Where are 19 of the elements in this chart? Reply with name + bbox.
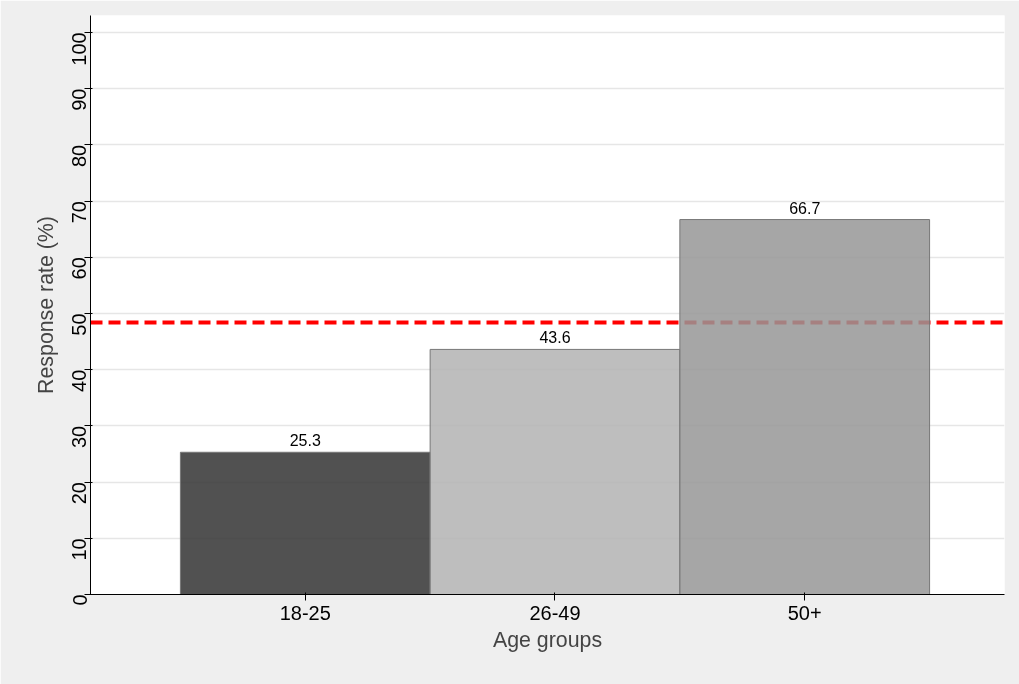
x-tick-label: 26-49 bbox=[529, 601, 581, 624]
data-label: 25.3 bbox=[289, 432, 321, 450]
x-axis-title: Age groups bbox=[492, 627, 603, 652]
y-axis-title: Response rate (%) bbox=[33, 216, 58, 394]
data-label: 43.6 bbox=[539, 329, 571, 347]
y-tick-label: 40 bbox=[68, 369, 91, 392]
y-tick-label: 10 bbox=[68, 538, 91, 561]
y-tick-label: 70 bbox=[68, 201, 91, 224]
y-tick-label: 90 bbox=[68, 88, 91, 111]
y-tick-label: 80 bbox=[68, 144, 91, 168]
data-label: 66.7 bbox=[789, 199, 821, 217]
x-tick-label: 18-25 bbox=[279, 601, 331, 624]
y-tick-label: 100 bbox=[68, 32, 91, 66]
y-tick-label: 50 bbox=[68, 313, 91, 336]
y-tick-label: 30 bbox=[68, 425, 91, 449]
x-tick-label: 50+ bbox=[787, 601, 822, 624]
y-tick-label: 20 bbox=[68, 482, 91, 505]
y-tick-label: 0 bbox=[68, 594, 91, 606]
y-tick-label: 60 bbox=[68, 257, 91, 280]
